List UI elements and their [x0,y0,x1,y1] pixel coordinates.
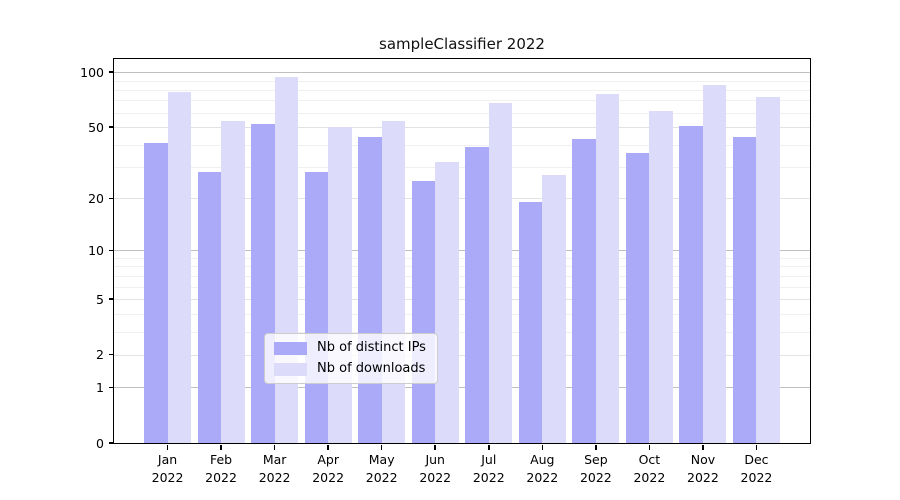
gridline-minor [114,286,810,288]
plot-area: 100 50 20 10 5 2 1 0 Jan 2022 Feb 2022 Mar 2022 Apr… [80,59,810,485]
gridline-minor [114,167,810,169]
gridline-labeled [114,127,810,129]
x-tick [327,444,329,450]
x-tick-label: Mar 2022 [258,452,291,485]
legend-item: Nb of distinct IPs [274,340,426,356]
gridline-minor [114,100,810,102]
legend: Nb of distinct IPs Nb of downloads [264,333,438,384]
gridline-minor [114,144,810,146]
gridline-labeled [114,354,810,356]
bar-downloads [488,102,513,443]
gridline-minor [114,89,810,91]
y-tick [109,126,114,128]
x-tick [702,444,704,450]
bar-downloads [167,91,192,443]
bar-downloads [274,77,299,443]
x-tick [648,444,651,450]
gridline-minor [114,257,810,259]
x-tick-label: Jun 2022 [419,452,452,485]
legend-swatch-downloads [274,362,307,376]
gridline-minor [114,275,810,277]
x-tick-label: Apr 2022 [312,452,345,485]
y-tick [109,386,114,389]
bar-distinct-ips [518,202,543,443]
x-tick [380,444,383,450]
gridline-labeled [114,299,810,301]
x-tick-label: Nov 2022 [687,452,719,485]
x-tick [434,444,436,450]
y-tick-label: 0 [96,435,104,451]
gridline-minor [114,331,810,333]
gridline-major [114,250,810,252]
x-tick-label: May 2022 [365,452,398,485]
y-tick-label: 5 [96,291,104,307]
legend-label: Nb of downloads [317,361,426,376]
bar-distinct-ips [304,172,329,443]
legend-label: Nb of distinct IPs [317,340,426,355]
bar-distinct-ips [679,125,703,443]
x-tick [541,444,544,450]
gridline-minor [114,80,810,82]
bar-distinct-ips [465,146,489,443]
y-tick [109,353,114,356]
bar-distinct-ips [358,137,382,443]
legend-item: Nb of downloads [274,361,426,377]
x-tick-label: Oct 2022 [633,452,666,485]
y-tick [109,298,114,300]
legend-swatch-distinct-ips [274,341,307,355]
y-tick [109,249,114,252]
x-tick-label: Feb 2022 [205,452,237,485]
bar-distinct-ips [143,142,168,443]
bar-distinct-ips [732,137,757,443]
x-tick-label: Jan 2022 [151,452,184,485]
y-tick [109,442,114,444]
y-tick [109,71,114,73]
x-tick [488,444,490,450]
bar-distinct-ips [251,123,275,443]
bar-downloads [702,85,727,443]
x-tick-label: Sep 2022 [579,452,612,485]
y-tick-label: 10 [88,242,104,258]
gridline-minor [114,266,810,268]
x-tick-label: Aug 2022 [526,452,559,485]
x-tick [755,444,758,450]
gridline-major [114,387,810,389]
gridline-major [114,72,810,74]
gridline-minor [114,112,810,114]
bar-downloads [328,127,352,443]
bar-downloads [381,121,406,443]
bar-distinct-ips [411,181,436,443]
x-tick [595,444,597,450]
bar-downloads [756,97,780,443]
bar-distinct-ips [625,152,650,443]
x-tick-label: Jul 2022 [472,452,505,485]
y-tick-label: 100 [80,64,104,80]
bar-downloads [649,111,673,443]
x-tick-label: Dec 2022 [740,452,773,485]
y-tick-label: 2 [96,347,104,363]
y-tick-label: 20 [88,190,104,206]
bar-downloads [542,175,566,443]
bar-distinct-ips [197,172,222,443]
bar-distinct-ips [572,138,596,443]
x-tick [166,444,169,450]
y-tick-label: 50 [88,119,104,135]
x-tick [220,444,222,450]
x-tick [273,444,276,450]
gridline-minor [114,313,810,315]
bar-downloads [435,162,459,443]
y-tick [109,197,114,200]
gridline-labeled [114,198,810,200]
chart-title: sampleClassifier 2022 [379,35,545,53]
bar-downloads [595,93,620,443]
bar-downloads [221,121,245,443]
y-tick-label: 1 [96,379,104,395]
